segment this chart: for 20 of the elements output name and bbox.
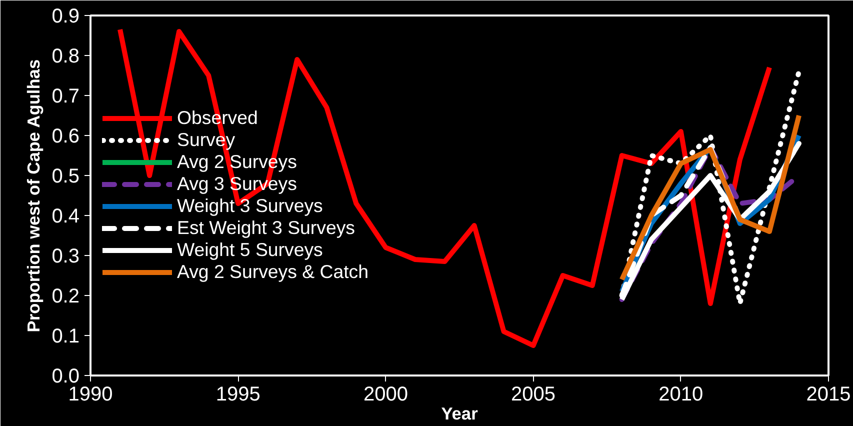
y-tick-label: 0.8 xyxy=(52,46,80,68)
y-tick-label: 0.3 xyxy=(52,246,80,268)
y-tick-label: 0.5 xyxy=(52,166,80,188)
x-axis-title: Year xyxy=(441,404,478,424)
y-tick-label: 0.2 xyxy=(52,286,80,308)
legend-label: Weight 3 Surveys xyxy=(177,195,323,217)
x-tick-label: 2015 xyxy=(806,384,851,406)
x-tick-label: 2005 xyxy=(511,384,556,406)
y-tick-label: 0.9 xyxy=(52,6,80,28)
y-axis-title: Proportion west of Cape Agulhas xyxy=(24,59,44,332)
legend-label: Avg 2 Surveys & Catch xyxy=(177,261,368,283)
x-tick-label: 1995 xyxy=(216,384,260,406)
y-tick-label: 0.4 xyxy=(52,206,80,228)
x-tick-label: 2000 xyxy=(363,384,408,406)
y-tick-label: 0.1 xyxy=(52,326,80,348)
y-tick-label: 0.6 xyxy=(52,126,80,148)
legend-label: Weight 5 Surveys xyxy=(177,239,323,261)
y-tick-label: 0.7 xyxy=(52,86,80,108)
x-tick-label: 2010 xyxy=(658,384,704,406)
legend-label: Est Weight 3 Surveys xyxy=(177,217,355,239)
